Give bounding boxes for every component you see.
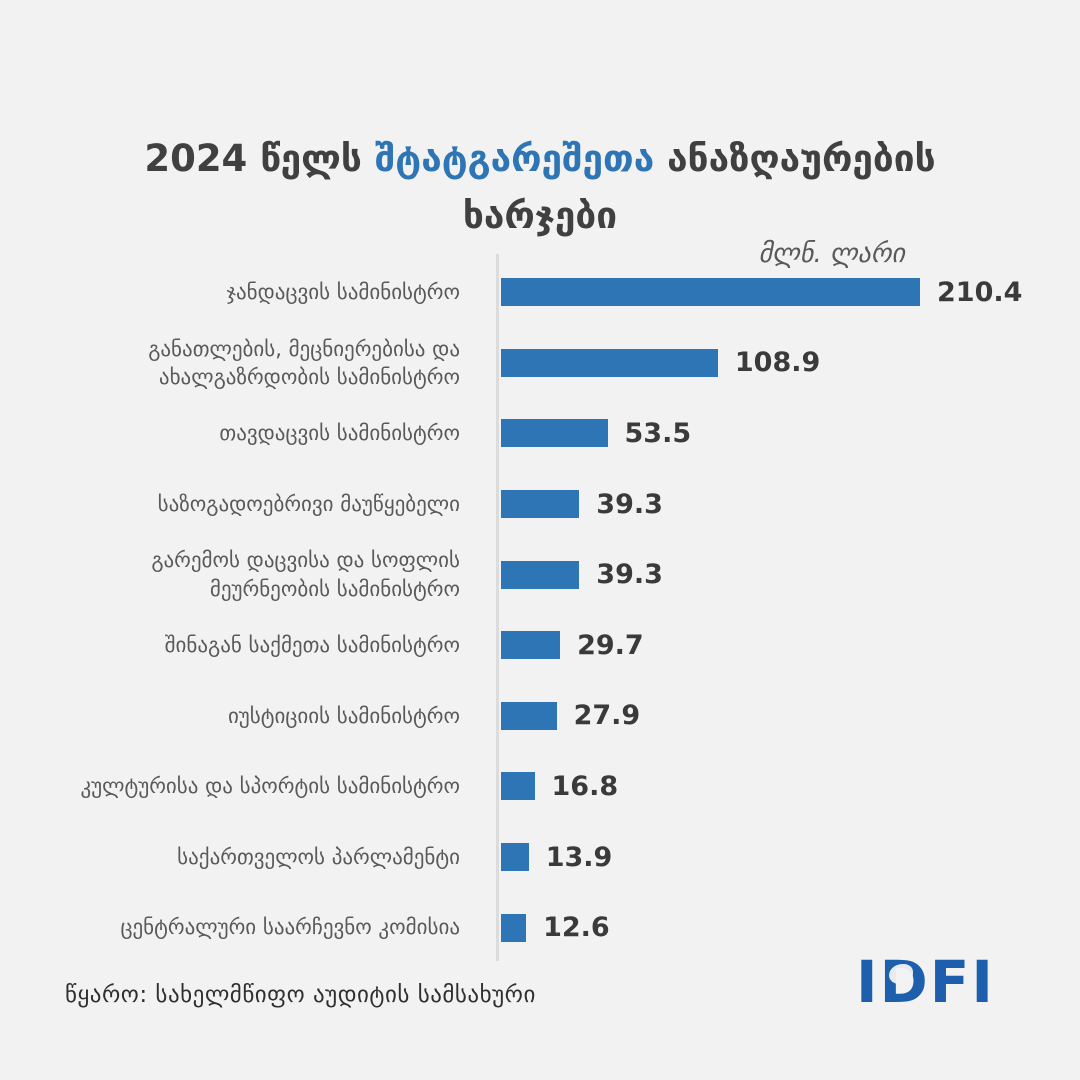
bar-track: 16.8 bbox=[501, 770, 1080, 802]
value-label: 16.8 bbox=[551, 770, 619, 802]
axis-units-label: მლნ. ლარი bbox=[758, 239, 905, 269]
bar bbox=[501, 560, 580, 589]
category-label: საქართველოს პარლამენტი bbox=[177, 844, 460, 869]
bar-track: 210.4 bbox=[501, 276, 1080, 308]
chart-row: განათლების, მეცნიერებისა და ახალგაზრდობი… bbox=[0, 328, 1080, 399]
value-label: 29.7 bbox=[577, 629, 644, 661]
chart-row: საქართველოს პარლამენტი 13.9 bbox=[0, 822, 1080, 893]
category-label: იუსტიციის სამინისტრო bbox=[227, 703, 460, 728]
chart-rows: ჯანდაცვის სამინისტრო 210.4 განათლების, მ… bbox=[0, 257, 1080, 963]
bar-track: 13.9 bbox=[501, 841, 1080, 873]
chart-row: ცენტრალური საარჩევნო კომისია 12.6 bbox=[0, 892, 1080, 963]
chart-row: ჯანდაცვის სამინისტრო 210.4 bbox=[0, 257, 1080, 328]
chart-title-part1: 2024 წელს bbox=[144, 137, 375, 180]
category-label: საზოგადოებრივი მაუწყებელი bbox=[157, 491, 460, 516]
bar bbox=[501, 701, 557, 730]
value-label: 27.9 bbox=[573, 700, 641, 732]
category-label: შინაგან საქმეთა სამინისტრო bbox=[164, 633, 460, 658]
idfi-logo-text: IDFI bbox=[856, 948, 995, 1016]
category-label: ჯანდაცვის სამინისტრო bbox=[226, 280, 460, 305]
value-label: 13.9 bbox=[545, 841, 613, 873]
chart-title-part2: ანაზღაურების ხარჯები bbox=[462, 137, 936, 238]
bar bbox=[501, 419, 608, 448]
bar bbox=[501, 631, 561, 660]
chart-row: იუსტიციის სამინისტრო 27.9 bbox=[0, 681, 1080, 752]
value-label: 108.9 bbox=[734, 347, 821, 379]
bar-chart: ჯანდაცვის სამინისტრო 210.4 განათლების, მ… bbox=[0, 254, 1080, 964]
bar-track: 12.6 bbox=[501, 912, 1080, 944]
value-label: 12.6 bbox=[543, 912, 610, 944]
bar-track: 53.5 bbox=[501, 417, 1080, 449]
bar-track: 29.7 bbox=[501, 629, 1080, 661]
bar bbox=[501, 490, 580, 519]
chart-title-highlight: შტატგარეშეთა bbox=[374, 137, 655, 180]
category-label: განათლების, მეცნიერებისა და ახალგაზრდობი… bbox=[148, 336, 460, 389]
chart-row: შინაგან საქმეთა სამინისტრო 29.7 bbox=[0, 610, 1080, 681]
chart-row: კულტურისა და სპორტის სამინისტრო 16.8 bbox=[0, 751, 1080, 822]
bar bbox=[501, 913, 527, 942]
globe-icon bbox=[889, 964, 913, 984]
category-label: თავდაცვის სამინისტრო bbox=[219, 421, 460, 446]
idfi-logo: IDFI bbox=[856, 948, 995, 1016]
value-label: 210.4 bbox=[937, 276, 1023, 308]
value-label: 53.5 bbox=[624, 417, 692, 449]
bar-track: 39.3 bbox=[501, 488, 1080, 520]
bar-track: 39.3 bbox=[501, 559, 1080, 591]
value-label: 39.3 bbox=[596, 488, 663, 520]
chart-row: საზოგადოებრივი მაუწყებელი 39.3 bbox=[0, 469, 1080, 540]
category-label: კულტურისა და სპორტის სამინისტრო bbox=[80, 774, 460, 799]
category-label: ცენტრალური საარჩევნო კომისია bbox=[120, 915, 460, 940]
chart-row: თავდაცვის სამინისტრო 53.5 bbox=[0, 398, 1080, 469]
chart-title: 2024 წელს შტატგარეშეთა ანაზღაურების ხარჯ… bbox=[140, 130, 940, 245]
bar bbox=[501, 278, 920, 307]
source-note: წყარო: სახელმწიფო აუდიტის სამსახური bbox=[65, 982, 536, 1008]
value-label: 39.3 bbox=[596, 559, 663, 591]
bar bbox=[501, 843, 529, 872]
chart-row: გარემოს დაცვისა და სოფლის მეურნეობის სამ… bbox=[0, 539, 1080, 610]
bar-track: 27.9 bbox=[501, 700, 1080, 732]
bar bbox=[501, 772, 535, 801]
bar bbox=[501, 348, 718, 377]
bar-track: 108.9 bbox=[501, 347, 1080, 379]
category-label: გარემოს დაცვისა და სოფლის მეურნეობის სამ… bbox=[151, 548, 460, 601]
